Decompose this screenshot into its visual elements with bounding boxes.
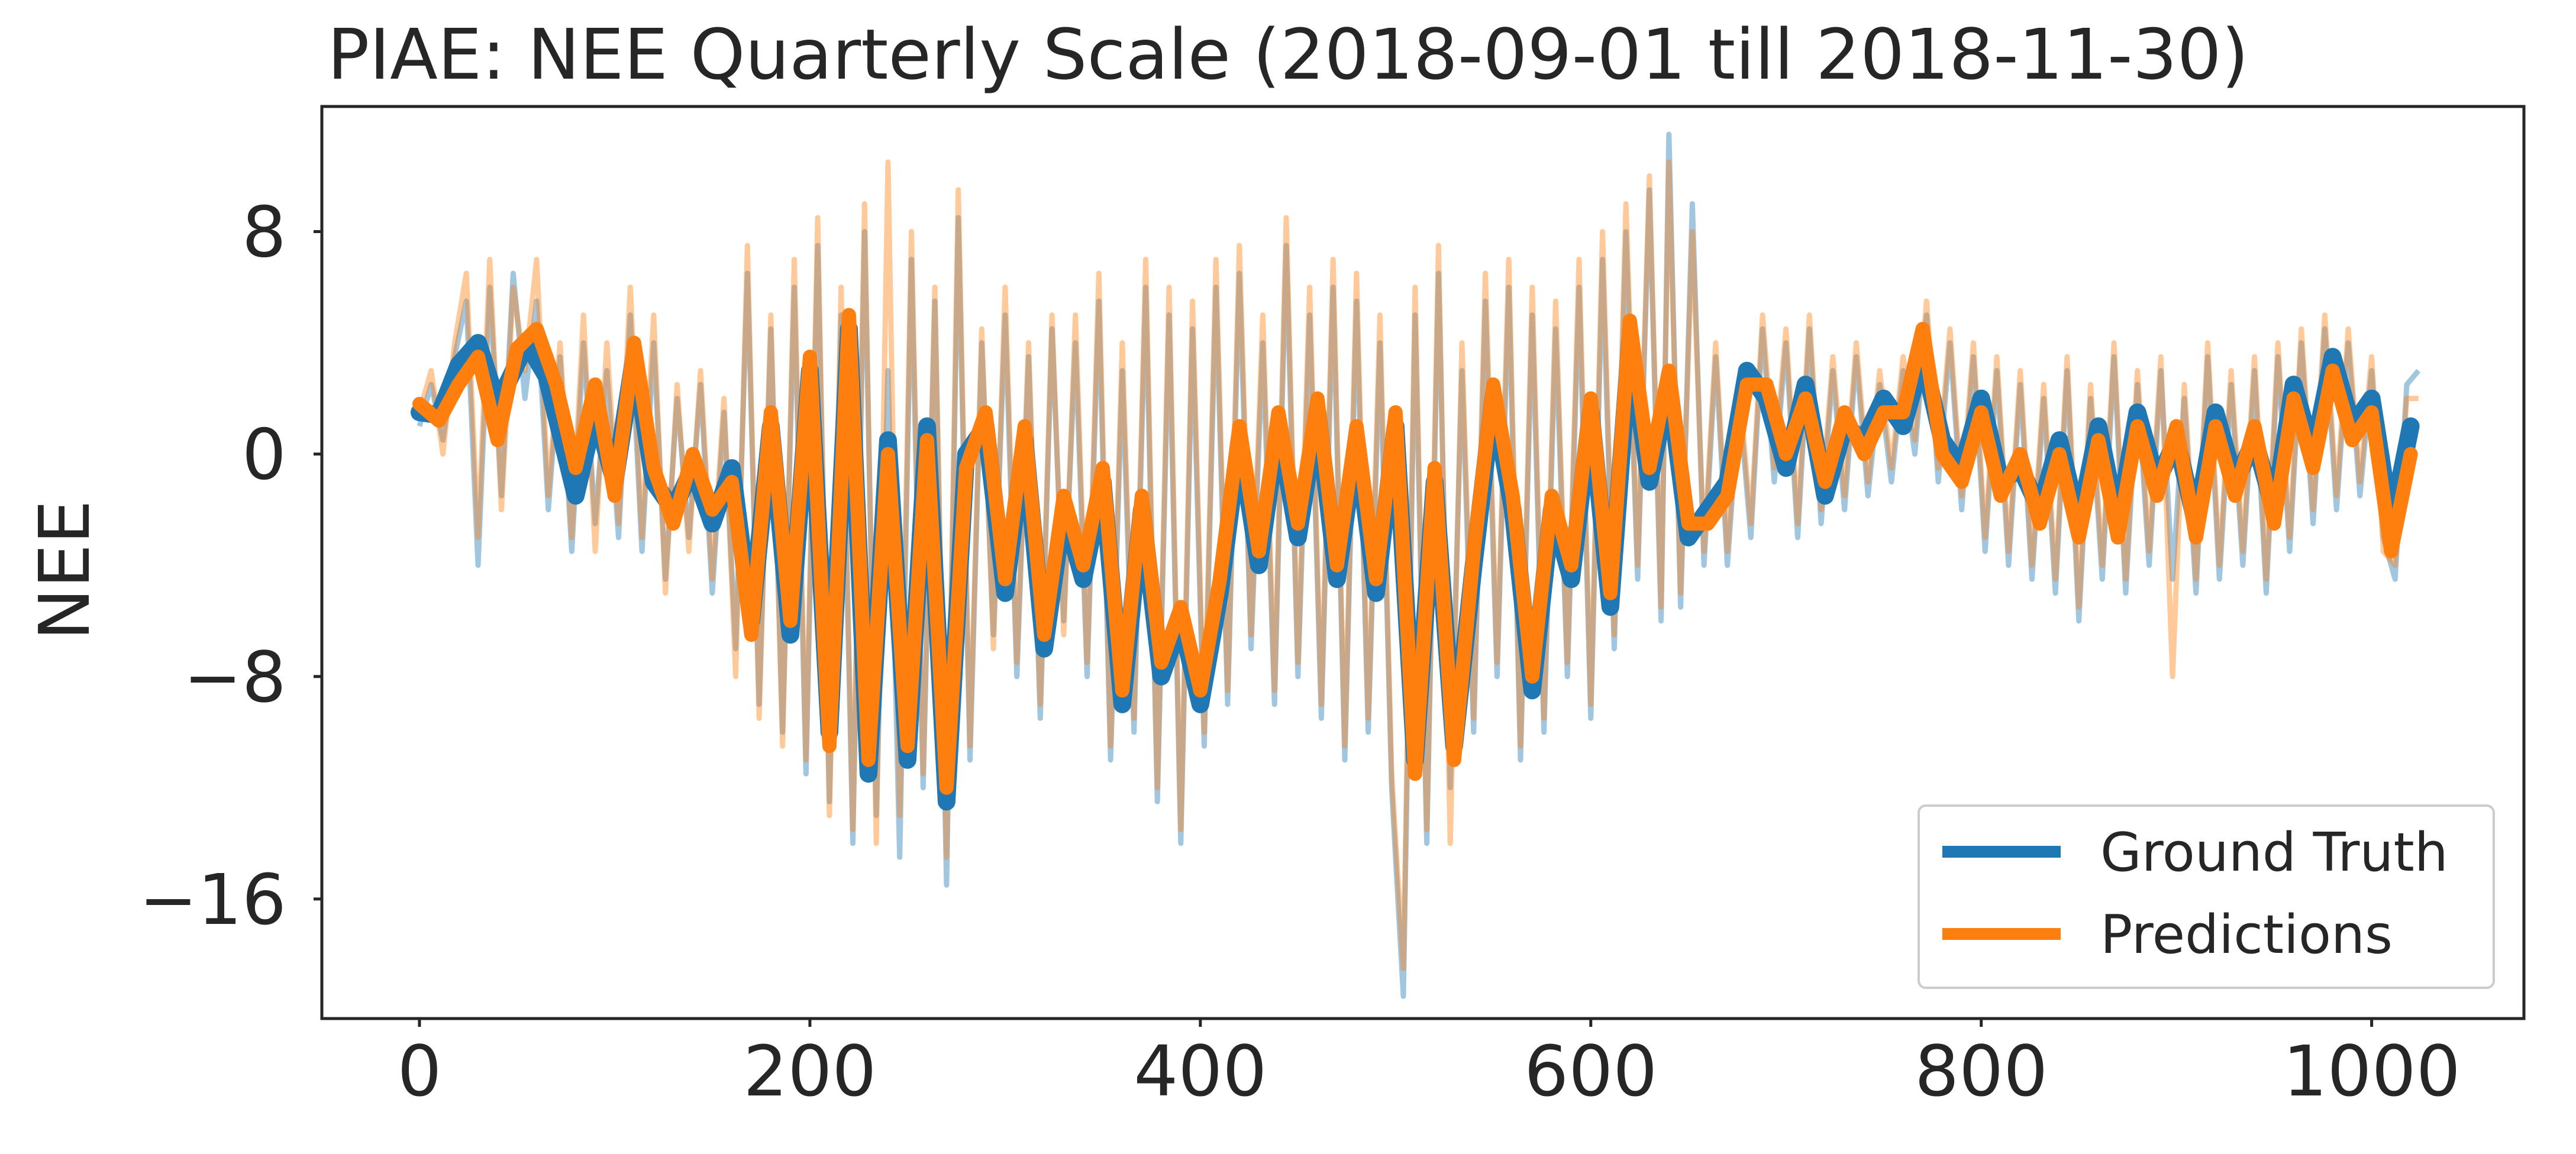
y-tick-label: −16 — [139, 859, 286, 940]
x-tick-label: 200 — [743, 1030, 876, 1112]
legend: Ground Truth Predictions — [1918, 804, 2495, 989]
x-tick-label: 0 — [397, 1030, 441, 1112]
y-tick-label: 0 — [242, 414, 286, 496]
plot-frame — [320, 105, 2526, 1020]
ticks-layer: 0 200 400 600 800 1000 8 0 −8 −16 — [139, 192, 2461, 1112]
x-tick-label: 600 — [1524, 1030, 1657, 1112]
y-axis-label: NEE — [24, 500, 105, 640]
chart-title: PIAE: NEE Quarterly Scale (2018-09-01 ti… — [327, 14, 2249, 95]
y-tick-label: −8 — [183, 636, 286, 718]
x-tick-label: 1000 — [2283, 1030, 2460, 1112]
plot-layer — [411, 131, 2421, 999]
y-tick-label: 8 — [242, 192, 286, 273]
x-tick-label: 400 — [1134, 1030, 1267, 1112]
series-line-predictions — [412, 308, 2418, 795]
legend-box — [1918, 804, 2495, 989]
legend-label-ground-truth: Ground Truth — [2100, 822, 2448, 884]
x-tick-label: 800 — [1915, 1030, 2048, 1112]
legend-label-predictions: Predictions — [2100, 904, 2393, 966]
